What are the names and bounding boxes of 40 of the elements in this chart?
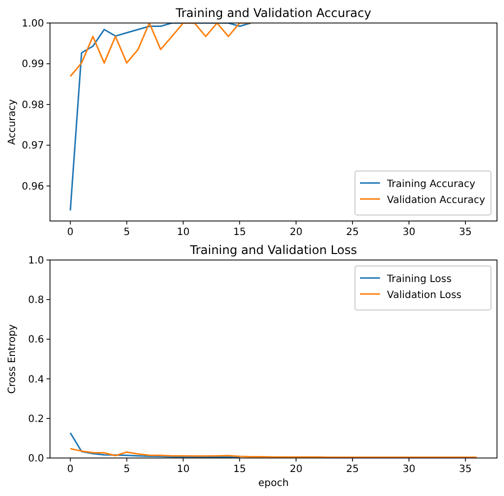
- line-series: [70, 23, 252, 212]
- x-tick-label: 10: [176, 227, 190, 238]
- chart-title: Training and Validation Accuracy: [174, 6, 372, 20]
- x-tick-label: 35: [459, 227, 472, 238]
- y-tick-label: 0.8: [28, 295, 44, 306]
- y-tick-label: 1.0: [28, 256, 44, 266]
- x-tick-label: 25: [346, 227, 359, 238]
- y-tick-label: 1.00: [22, 18, 44, 30]
- x-tick-label: 10: [176, 464, 190, 475]
- legend-label: Training Accuracy: [386, 179, 476, 190]
- x-tick-label: 30: [402, 227, 416, 238]
- y-tick-label: 0.4: [28, 374, 44, 386]
- x-tick-label: 0: [67, 464, 74, 475]
- x-tick-label: 5: [124, 464, 130, 475]
- chart-title: Training and Validation Loss: [189, 243, 357, 257]
- y-axis-title: Accuracy: [7, 99, 18, 145]
- y-tick-label: 0.6: [28, 334, 44, 346]
- line-series: [70, 448, 478, 458]
- legend-label: Validation Loss: [387, 290, 462, 301]
- x-tick-label: 20: [290, 464, 302, 475]
- x-tick-label: 0: [67, 227, 74, 238]
- y-tick-label: 0.98: [22, 100, 44, 111]
- line-series: [70, 432, 240, 458]
- x-tick-label: 25: [346, 464, 359, 475]
- x-tick-label: 5: [124, 227, 130, 238]
- y-tick-label: 0.99: [22, 59, 44, 70]
- legend-label: Validation Accuracy: [387, 195, 486, 206]
- x-tick-label: 15: [233, 464, 246, 475]
- x-axis-title: epoch: [258, 478, 289, 489]
- line-series: [70, 23, 252, 78]
- x-tick-label: 35: [459, 464, 472, 475]
- y-tick-label: 0.2: [28, 414, 44, 425]
- y-tick-label: 0.96: [22, 181, 44, 192]
- y-tick-label: 0.0: [28, 454, 44, 464]
- y-axis-title: Cross Entropy: [7, 324, 18, 394]
- x-tick-label: 30: [402, 464, 416, 475]
- x-tick-label: 15: [233, 227, 246, 238]
- y-tick-label: 0.97: [22, 140, 44, 152]
- x-tick-label: 20: [290, 227, 302, 238]
- legend-label: Training Loss: [386, 274, 452, 285]
